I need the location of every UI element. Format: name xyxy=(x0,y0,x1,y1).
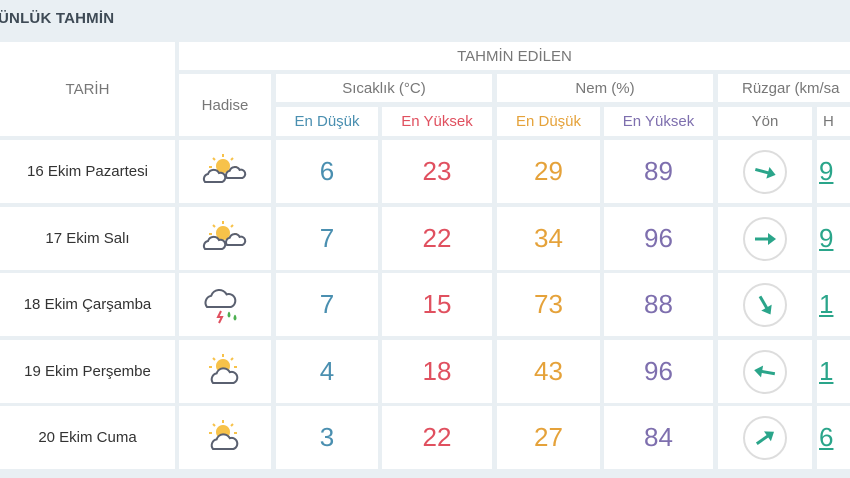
temp-low-cell: 3 xyxy=(276,406,378,469)
hum-high-cell: 84 xyxy=(604,406,713,469)
header-direction: Yön xyxy=(718,107,812,136)
wind-arrow-icon xyxy=(758,295,772,315)
event-cell xyxy=(179,207,271,270)
sun-cloud-icon xyxy=(209,353,239,384)
thunderstorm-rain-icon xyxy=(204,288,237,323)
date-cell: 19 Ekim Perşembe xyxy=(0,340,175,403)
header-temp-low: En Düşük xyxy=(276,107,378,136)
speed-cell: 9 xyxy=(817,207,850,270)
event-cell xyxy=(179,340,271,403)
temp-high-cell: 18 xyxy=(382,340,492,403)
event-cell xyxy=(179,140,271,203)
temp-high-cell: 22 xyxy=(382,406,492,469)
partly-cloudy-icon xyxy=(202,220,247,250)
hum-high-cell: 88 xyxy=(604,273,713,336)
hum-high-cell: 96 xyxy=(604,340,713,403)
page-title: ÜNLÜK TAHMİN xyxy=(0,10,115,27)
wind-arrow-icon xyxy=(754,166,776,179)
hum-high-cell: 89 xyxy=(604,140,713,203)
header-temp-high: En Yüksek xyxy=(382,107,492,136)
direction-cell xyxy=(718,273,812,336)
wind-arrow-icon xyxy=(755,232,776,245)
hum-low-cell: 43 xyxy=(497,340,600,403)
header-humidity: Nem (%) xyxy=(497,74,713,102)
speed-cell: 6 xyxy=(817,406,850,469)
hum-low-cell: 34 xyxy=(497,207,600,270)
header-event: Hadise xyxy=(179,74,271,136)
header-date: TARİH xyxy=(0,42,175,136)
date-cell: 18 Ekim Çarşamba xyxy=(0,273,175,336)
compass xyxy=(743,415,787,460)
header-forecast: TAHMİN EDİLEN xyxy=(179,42,850,70)
header-wind: Rüzgar (km/sa xyxy=(718,74,850,102)
compass xyxy=(743,216,787,261)
speed-cell: 1 xyxy=(817,273,850,336)
temp-low-cell: 6 xyxy=(276,140,378,203)
wind-arrow-icon xyxy=(754,365,776,377)
header-hum-high: En Yüksek xyxy=(604,107,713,136)
compass xyxy=(743,282,787,327)
header-hum-low: En Düşük xyxy=(497,107,600,136)
date-cell: 20 Ekim Cuma xyxy=(0,406,175,469)
hum-low-cell: 27 xyxy=(497,406,600,469)
hum-low-cell: 29 xyxy=(497,140,600,203)
temp-low-cell: 4 xyxy=(276,340,378,403)
header-temp: Sıcaklık (°C) xyxy=(276,74,492,102)
header-speed: H xyxy=(817,107,850,136)
date-cell: 17 Ekim Salı xyxy=(0,207,175,270)
temp-low-cell: 7 xyxy=(276,207,378,270)
compass xyxy=(743,149,787,194)
partly-cloudy-icon xyxy=(202,153,247,183)
temp-high-cell: 23 xyxy=(382,140,492,203)
compass xyxy=(743,349,787,394)
direction-cell xyxy=(718,140,812,203)
sun-cloud-icon xyxy=(209,419,239,450)
speed-cell: 1 xyxy=(817,340,850,403)
event-cell xyxy=(179,273,271,336)
wind-arrow-icon xyxy=(755,430,775,445)
speed-cell: 9 xyxy=(817,140,850,203)
hum-high-cell: 96 xyxy=(604,207,713,270)
hum-low-cell: 73 xyxy=(497,273,600,336)
direction-cell xyxy=(718,340,812,403)
direction-cell xyxy=(718,207,812,270)
temp-high-cell: 15 xyxy=(382,273,492,336)
event-cell xyxy=(179,406,271,469)
date-cell: 16 Ekim Pazartesi xyxy=(0,140,175,203)
temp-high-cell: 22 xyxy=(382,207,492,270)
temp-low-cell: 7 xyxy=(276,273,378,336)
direction-cell xyxy=(718,406,812,469)
